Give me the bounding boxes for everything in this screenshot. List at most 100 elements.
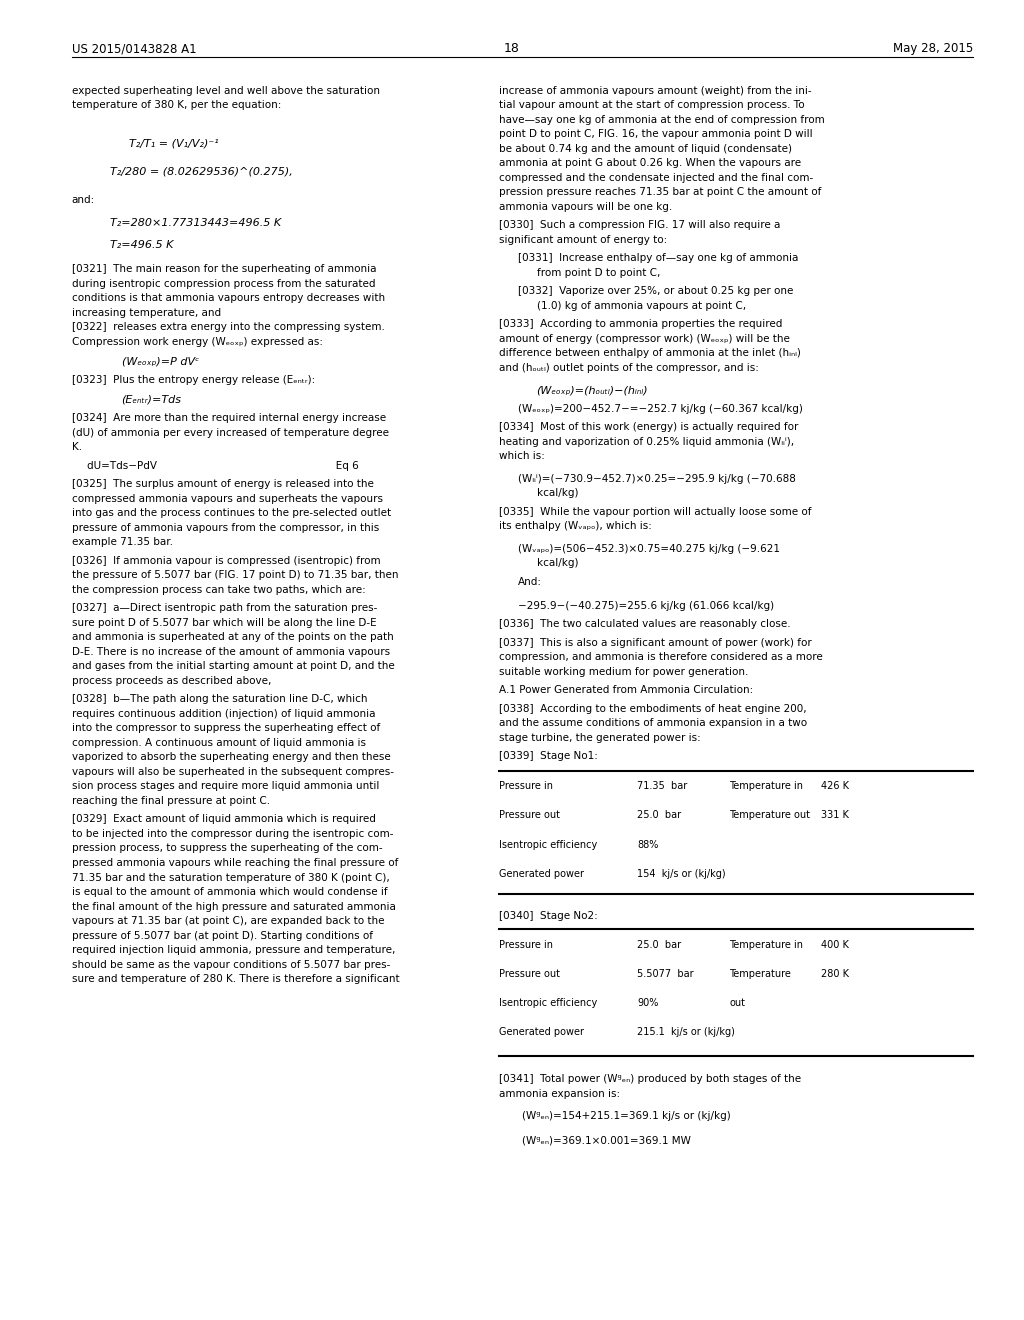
Text: compression, and ammonia is therefore considered as a more: compression, and ammonia is therefore co… [499,652,822,663]
Text: the final amount of the high pressure and saturated ammonia: the final amount of the high pressure an… [72,902,395,912]
Text: sion process stages and require more liquid ammonia until: sion process stages and require more liq… [72,781,379,792]
Text: May 28, 2015: May 28, 2015 [893,42,973,55]
Text: 154  kj/s or (kj/kg): 154 kj/s or (kj/kg) [637,869,726,879]
Text: Isentropic efficiency: Isentropic efficiency [499,998,597,1008]
Text: [0341]  Total power (Wᵍₑₙ) produced by both stages of the: [0341] Total power (Wᵍₑₙ) produced by bo… [499,1074,801,1085]
Text: 90%: 90% [637,998,658,1008]
Text: T₂/280 = (8.02629536)^(0.275),: T₂/280 = (8.02629536)^(0.275), [111,166,293,177]
Text: amount of energy (compressor work) (Wₑₒₓₚ) will be the: amount of energy (compressor work) (Wₑₒₓ… [499,334,790,345]
Text: significant amount of energy to:: significant amount of energy to: [499,235,667,246]
Text: ammonia vapours will be one kg.: ammonia vapours will be one kg. [499,202,672,213]
Text: increasing temperature, and: increasing temperature, and [72,308,221,318]
Text: pressed ammonia vapours while reaching the final pressure of: pressed ammonia vapours while reaching t… [72,858,398,869]
Text: its enthalpy (Wᵥₐₚₒ), which is:: its enthalpy (Wᵥₐₚₒ), which is: [499,521,651,532]
Text: should be same as the vapour conditions of 5.5077 bar pres-: should be same as the vapour conditions … [72,960,390,970]
Text: and ammonia is superheated at any of the points on the path: and ammonia is superheated at any of the… [72,632,393,643]
Text: (Wᵍₑₙ)=369.1×0.001=369.1 MW: (Wᵍₑₙ)=369.1×0.001=369.1 MW [522,1135,691,1146]
Text: sure and temperature of 280 K. There is therefore a significant: sure and temperature of 280 K. There is … [72,974,399,985]
Text: process proceeds as described above,: process proceeds as described above, [72,676,271,686]
Text: to be injected into the compressor during the isentropic com-: to be injected into the compressor durin… [72,829,393,840]
Text: be about 0.74 kg and the amount of liquid (condensate): be about 0.74 kg and the amount of liqui… [499,144,792,154]
Text: (Wᵍₑₙ)=154+215.1=369.1 kj/s or (kj/kg): (Wᵍₑₙ)=154+215.1=369.1 kj/s or (kj/kg) [522,1111,731,1122]
Text: [0330]  Such a compression FIG. 17 will also require a: [0330] Such a compression FIG. 17 will a… [499,220,780,231]
Text: (Eₑₙₜᵣ)=Tds: (Eₑₙₜᵣ)=Tds [122,395,181,405]
Text: example 71.35 bar.: example 71.35 bar. [72,537,173,548]
Text: required injection liquid ammonia, pressure and temperature,: required injection liquid ammonia, press… [72,945,395,956]
Text: and (hₒᵤₜₗ) outlet points of the compressor, and is:: and (hₒᵤₜₗ) outlet points of the compres… [499,363,759,374]
Text: (Wₗᵢⁱ)=(−730.9−452.7)×0.25=−295.9 kj/kg (−70.688: (Wₗᵢⁱ)=(−730.9−452.7)×0.25=−295.9 kj/kg … [518,474,796,484]
Text: A.1 Power Generated from Ammonia Circulation:: A.1 Power Generated from Ammonia Circula… [499,685,753,696]
Text: T₂=280×1.77313443=496.5 K: T₂=280×1.77313443=496.5 K [111,218,282,228]
Text: (Wₑₒₓₚ)=(hₒᵤₜₗ)−(hᵢₙₗ): (Wₑₒₓₚ)=(hₒᵤₜₗ)−(hᵢₙₗ) [537,385,648,396]
Text: tial vapour amount at the start of compression process. To: tial vapour amount at the start of compr… [499,100,804,111]
Text: pressure of 5.5077 bar (at point D). Starting conditions of: pressure of 5.5077 bar (at point D). Sta… [72,931,373,941]
Text: point D to point C, FIG. 16, the vapour ammonia point D will: point D to point C, FIG. 16, the vapour … [499,129,812,140]
Text: (Wₑₒₓₚ)=200−452.7−=−252.7 kj/kg (−60.367 kcal/kg): (Wₑₒₓₚ)=200−452.7−=−252.7 kj/kg (−60.367… [518,404,803,414]
Text: 5.5077  bar: 5.5077 bar [637,969,693,979]
Text: Pressure out: Pressure out [499,969,560,979]
Text: T₂/T₁ = (V₁/V₂)⁻¹: T₂/T₁ = (V₁/V₂)⁻¹ [129,139,219,149]
Text: [0335]  While the vapour portion will actually loose some of: [0335] While the vapour portion will act… [499,507,811,517]
Text: [0336]  The two calculated values are reasonably close.: [0336] The two calculated values are rea… [499,619,791,630]
Text: during isentropic compression process from the saturated: during isentropic compression process fr… [72,279,375,289]
Text: Pressure in: Pressure in [499,781,553,792]
Text: [0327]  a—Direct isentropic path from the saturation pres-: [0327] a—Direct isentropic path from the… [72,603,377,614]
Text: (Wₑₒₓₚ)=P dVᶜ: (Wₑₒₓₚ)=P dVᶜ [122,356,199,367]
Text: reaching the final pressure at point C.: reaching the final pressure at point C. [72,796,269,807]
Text: And:: And: [518,577,542,587]
Text: (Wᵥₐₚₒ)=(506−452.3)×0.75=40.275 kj/kg (−9.621: (Wᵥₐₚₒ)=(506−452.3)×0.75=40.275 kj/kg (−… [518,544,779,554]
Text: 71.35  bar: 71.35 bar [637,781,687,792]
Text: from point D to point C,: from point D to point C, [537,268,660,279]
Text: 400 K: 400 K [821,940,849,950]
Text: Temperature in: Temperature in [729,781,803,792]
Text: into the compressor to suppress the superheating effect of: into the compressor to suppress the supe… [72,723,380,734]
Text: conditions is that ammonia vapours entropy decreases with: conditions is that ammonia vapours entro… [72,293,385,304]
Text: Pressure out: Pressure out [499,810,560,821]
Text: (1.0) kg of ammonia vapours at point C,: (1.0) kg of ammonia vapours at point C, [537,301,745,312]
Text: 280 K: 280 K [821,969,849,979]
Text: 71.35 bar and the saturation temperature of 380 K (point C),: 71.35 bar and the saturation temperature… [72,873,389,883]
Text: [0334]  Most of this work (energy) is actually required for: [0334] Most of this work (energy) is act… [499,422,798,433]
Text: [0337]  This is also a significant amount of power (work) for: [0337] This is also a significant amount… [499,638,811,648]
Text: Generated power: Generated power [499,869,584,879]
Text: 331 K: 331 K [821,810,849,821]
Text: vapours will also be superheated in the subsequent compres-: vapours will also be superheated in the … [72,767,393,777]
Text: [0333]  According to ammonia properties the required: [0333] According to ammonia properties t… [499,319,782,330]
Text: heating and vaporization of 0.25% liquid ammonia (Wₗᵢⁱ),: heating and vaporization of 0.25% liquid… [499,437,794,447]
Text: dU=Tds−PdV                                                       Eq 6: dU=Tds−PdV Eq 6 [87,461,358,471]
Text: expected superheating level and well above the saturation: expected superheating level and well abo… [72,86,380,96]
Text: and the assume conditions of ammonia expansion in a two: and the assume conditions of ammonia exp… [499,718,807,729]
Text: [0325]  The surplus amount of energy is released into the: [0325] The surplus amount of energy is r… [72,479,374,490]
Text: [0323]  Plus the entropy energy release (Eₑₙₜᵣ):: [0323] Plus the entropy energy release (… [72,375,315,385]
Text: is equal to the amount of ammonia which would condense if: is equal to the amount of ammonia which … [72,887,387,898]
Text: and:: and: [72,195,95,206]
Text: 88%: 88% [637,840,658,850]
Text: −295.9−(−40.275)=255.6 kj/kg (61.066 kcal/kg): −295.9−(−40.275)=255.6 kj/kg (61.066 kca… [518,601,774,611]
Text: the compression process can take two paths, which are:: the compression process can take two pat… [72,585,366,595]
Text: (dU) of ammonia per every increased of temperature degree: (dU) of ammonia per every increased of t… [72,428,389,438]
Text: compressed ammonia vapours and superheats the vapours: compressed ammonia vapours and superheat… [72,494,383,504]
Text: [0324]  Are more than the required internal energy increase: [0324] Are more than the required intern… [72,413,386,424]
Text: requires continuous addition (injection) of liquid ammonia: requires continuous addition (injection)… [72,709,375,719]
Text: stage turbine, the generated power is:: stage turbine, the generated power is: [499,733,700,743]
Text: Pressure in: Pressure in [499,940,553,950]
Text: kcal/kg): kcal/kg) [537,558,579,569]
Text: 215.1  kj/s or (kj/kg): 215.1 kj/s or (kj/kg) [637,1027,735,1038]
Text: compressed and the condensate injected and the final com-: compressed and the condensate injected a… [499,173,813,183]
Text: US 2015/0143828 A1: US 2015/0143828 A1 [72,42,197,55]
Text: [0322]  releases extra energy into the compressing system.: [0322] releases extra energy into the co… [72,322,385,333]
Text: [0326]  If ammonia vapour is compressed (isentropic) from: [0326] If ammonia vapour is compressed (… [72,556,380,566]
Text: pression process, to suppress the superheating of the com-: pression process, to suppress the superh… [72,843,382,854]
Text: ammonia at point G about 0.26 kg. When the vapours are: ammonia at point G about 0.26 kg. When t… [499,158,801,169]
Text: 426 K: 426 K [821,781,849,792]
Text: ammonia expansion is:: ammonia expansion is: [499,1089,620,1100]
Text: [0328]  b—The path along the saturation line D-C, which: [0328] b—The path along the saturation l… [72,694,368,705]
Text: vaporized to absorb the superheating energy and then these: vaporized to absorb the superheating ene… [72,752,390,763]
Text: Temperature in: Temperature in [729,940,803,950]
Text: sure point D of 5.5077 bar which will be along the line D-E: sure point D of 5.5077 bar which will be… [72,618,376,628]
Text: [0331]  Increase enthalpy of—say one kg of ammonia: [0331] Increase enthalpy of—say one kg o… [518,253,798,264]
Text: Temperature: Temperature [729,969,791,979]
Text: increase of ammonia vapours amount (weight) from the ini-: increase of ammonia vapours amount (weig… [499,86,811,96]
Text: which is:: which is: [499,451,545,462]
Text: into gas and the process continues to the pre-selected outlet: into gas and the process continues to th… [72,508,391,519]
